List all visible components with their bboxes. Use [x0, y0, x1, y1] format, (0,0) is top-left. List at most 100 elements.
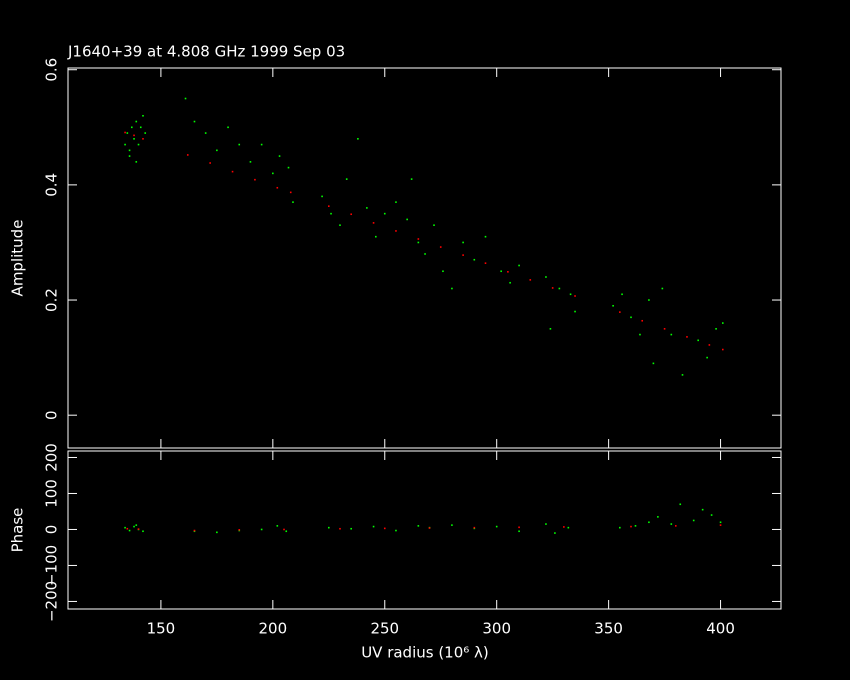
data-point — [193, 120, 196, 123]
data-point — [135, 524, 138, 526]
data-point — [657, 516, 659, 518]
data-point — [209, 162, 211, 164]
data-point — [327, 526, 330, 529]
data-point — [204, 132, 207, 134]
data-point — [186, 154, 189, 156]
data-point — [563, 526, 565, 528]
data-point — [574, 295, 576, 297]
data-point — [330, 212, 332, 215]
data-point — [567, 526, 570, 529]
data-point — [124, 526, 126, 529]
data-point — [327, 205, 330, 207]
data-point — [433, 224, 435, 226]
data-point — [719, 524, 722, 526]
data-point — [721, 348, 724, 351]
data-point — [574, 310, 576, 313]
data-point — [473, 258, 476, 261]
data-point — [417, 238, 420, 240]
data-point — [126, 132, 129, 134]
data-point — [184, 97, 187, 100]
data-point — [126, 527, 129, 530]
data-point — [518, 264, 520, 267]
data-point — [417, 241, 420, 244]
data-point — [249, 161, 252, 163]
x-axis-label: UV radius (10⁶ λ) — [361, 644, 489, 662]
data-point — [439, 246, 442, 248]
data-point — [710, 514, 713, 516]
data-point — [518, 530, 520, 533]
data-point — [721, 322, 724, 324]
data-point — [276, 525, 279, 527]
data-point — [124, 131, 126, 134]
data-point — [495, 525, 498, 528]
data-point — [545, 523, 547, 525]
data-point — [663, 328, 666, 330]
data-point — [350, 213, 352, 216]
data-point — [410, 178, 413, 180]
data-point — [395, 230, 397, 232]
data-point — [551, 287, 554, 289]
y-tick-label: 200 — [43, 443, 61, 472]
data-point — [428, 527, 431, 529]
x-tick-label: 400 — [706, 620, 735, 638]
data-point — [619, 526, 621, 529]
y-tick-label: 0.2 — [43, 288, 61, 312]
data-point — [674, 525, 677, 527]
data-point — [549, 328, 552, 330]
data-point — [462, 254, 464, 256]
y-tick-label: 0 — [43, 410, 61, 420]
data-point — [630, 525, 632, 528]
data-point — [686, 336, 688, 338]
data-point — [648, 299, 650, 301]
data-point — [681, 374, 684, 376]
data-point — [292, 201, 294, 203]
data-point — [670, 333, 673, 336]
data-point — [639, 333, 641, 336]
data-point — [142, 530, 144, 533]
data-point — [500, 270, 502, 273]
data-point — [692, 519, 695, 522]
data-point — [283, 528, 285, 531]
x-tick-label: 250 — [370, 620, 399, 638]
data-point — [558, 287, 561, 290]
data-point — [227, 126, 229, 129]
data-point — [289, 191, 292, 194]
data-point — [142, 114, 144, 117]
data-point — [321, 195, 323, 198]
data-point — [135, 161, 138, 163]
data-point — [128, 155, 131, 157]
data-point — [339, 527, 341, 530]
data-point — [216, 149, 218, 152]
data-point — [451, 287, 453, 290]
data-point — [569, 293, 572, 296]
data-point — [462, 241, 464, 244]
data-point — [634, 525, 637, 527]
plot-frame — [67, 67, 782, 449]
data-point — [372, 525, 375, 528]
data-point — [648, 521, 650, 524]
data-point — [383, 527, 386, 530]
data-point — [350, 527, 352, 530]
data-point — [395, 529, 397, 532]
data-point — [545, 276, 547, 278]
data-point — [529, 279, 532, 281]
data-point — [451, 524, 453, 526]
data-point — [272, 172, 274, 175]
y-tick-label: 0 — [43, 525, 61, 535]
data-point — [395, 201, 397, 203]
data-point — [708, 344, 711, 346]
data-point — [238, 529, 241, 531]
data-point — [254, 178, 256, 181]
data-point — [260, 143, 263, 146]
data-point — [339, 224, 341, 226]
data-point — [507, 271, 509, 273]
data-point — [406, 218, 408, 221]
data-point — [554, 532, 556, 534]
data-point — [133, 134, 135, 137]
data-point — [715, 328, 717, 330]
data-point — [630, 316, 632, 319]
data-point — [285, 530, 288, 533]
data-point — [484, 235, 487, 238]
